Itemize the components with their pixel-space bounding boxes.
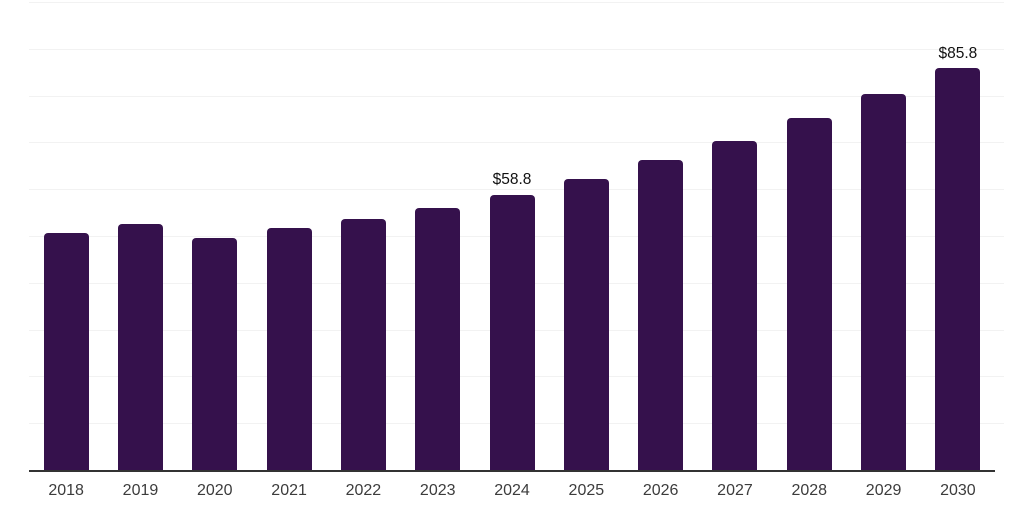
- x-tick-label-2021: 2021: [271, 482, 307, 499]
- bar-slot-2026: [624, 2, 698, 470]
- bar-slot-2018: [29, 2, 103, 470]
- bar-2021: [266, 228, 312, 470]
- x-tick-label-2019: 2019: [122, 482, 159, 499]
- bar-2022: [340, 218, 386, 470]
- x-tick-label-2030: 2030: [940, 482, 976, 499]
- bar-slot-2028: [772, 2, 846, 470]
- x-tick-label-2025: 2025: [568, 482, 605, 499]
- bar-2020: [192, 237, 238, 470]
- bar-value-label-2024: $58.8: [492, 171, 532, 189]
- bar-2030: [935, 68, 981, 470]
- bar-value-label-2030: $85.8: [938, 44, 978, 62]
- x-tick-label-2026: 2026: [642, 482, 679, 499]
- x-tick-label-2018: 2018: [48, 482, 84, 499]
- gridline-y-70: [29, 142, 1004, 144]
- bar-slot-2029: [846, 2, 920, 470]
- bar-slot-2019: [103, 2, 177, 470]
- x-axis-line: [29, 470, 995, 472]
- bar-slot-2020: [178, 2, 252, 470]
- bar-slot-2021: [252, 2, 326, 470]
- x-tick-label-2023: 2023: [419, 482, 456, 499]
- gridline-y-100: [29, 2, 1004, 3]
- x-axis-tick-labels: 2018 2019 2020 2021 2022 2023 2024 2025 2026 2027…: [29, 483, 995, 499]
- gridline-y-80: [29, 95, 1004, 97]
- x-tick-label-2024: 2024: [494, 482, 530, 499]
- bar-slot-2024: $58.8: [475, 2, 549, 470]
- bar-2018: [43, 233, 89, 470]
- bars-row: $58.8 $85.8: [29, 2, 995, 470]
- x-tick-label-2029: 2029: [865, 482, 902, 499]
- x-tick-label-2020: 2020: [196, 482, 233, 499]
- bar-2024: [489, 194, 535, 470]
- bar-slot-2023: [401, 2, 475, 470]
- bar-2026: [638, 160, 684, 470]
- bar-2029: [861, 93, 907, 470]
- bar-slot-2025: [549, 2, 623, 470]
- bar-2027: [712, 140, 758, 470]
- bar-slot-2030: $85.8: [921, 2, 995, 470]
- bar-slot-2027: [698, 2, 772, 470]
- bar-slot-2022: [326, 2, 400, 470]
- x-tick-label-2027: 2027: [717, 482, 753, 499]
- gridline-y-60: [29, 189, 1004, 191]
- bar-2019: [117, 223, 163, 470]
- bar-2025: [563, 179, 609, 470]
- gridline-y-90: [29, 48, 1004, 50]
- x-tick-label-2022: 2022: [345, 482, 382, 499]
- x-tick-label-2028: 2028: [791, 482, 828, 499]
- bar-2028: [786, 118, 832, 470]
- bar-2023: [415, 207, 461, 470]
